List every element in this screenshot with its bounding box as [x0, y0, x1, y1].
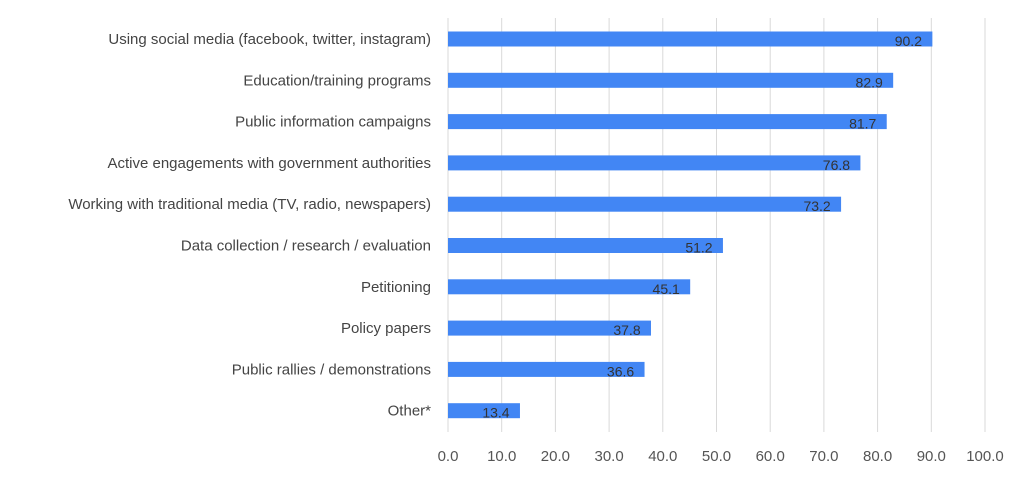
category-label: Petitioning: [361, 279, 431, 296]
data-label: 36.6: [607, 363, 634, 379]
bar: [448, 31, 933, 47]
bars: [448, 31, 933, 419]
data-label: 90.2: [895, 33, 922, 49]
data-label: 81.7: [849, 116, 876, 132]
bar: [448, 238, 723, 253]
category-label: Active engagements with government autho…: [107, 155, 431, 172]
data-label: 45.1: [653, 281, 680, 297]
data-label: 76.8: [823, 157, 850, 173]
data-label: 13.4: [482, 405, 509, 421]
bar: [448, 72, 894, 88]
bar: [448, 403, 520, 419]
x-tick-label: 0.0: [438, 448, 459, 465]
category-label: Policy papers: [341, 320, 431, 337]
x-tick-label: 80.0: [863, 448, 892, 465]
category-label: Education/training programs: [243, 72, 431, 89]
data-label: 51.2: [685, 240, 712, 256]
data-label: 82.9: [856, 74, 883, 90]
bar: [448, 114, 887, 130]
bar: [448, 320, 651, 336]
x-tick-label: 60.0: [756, 448, 785, 465]
category-label: Other*: [388, 403, 432, 420]
x-tick-label: 100.0: [966, 448, 1004, 465]
x-tick-label: 30.0: [594, 448, 623, 465]
category-label: Using social media (facebook, twitter, i…: [108, 31, 431, 48]
x-tick-label: 20.0: [541, 448, 570, 465]
bar: [448, 196, 842, 212]
x-axis-ticks: 0.0 10.0 20.0 30.0 40.0 50.0 60.0 70.0 80.0 90.0 1…: [438, 448, 1004, 465]
bar: [448, 361, 645, 377]
x-tick-label: 50.0: [702, 448, 731, 465]
data-label: 37.8: [613, 322, 640, 338]
category-label: Data collection / research / evaluation: [181, 238, 431, 255]
category-label: Public rallies / demonstrations: [232, 361, 431, 378]
category-label: Public information campaigns: [235, 114, 431, 131]
x-tick-label: 90.0: [917, 448, 946, 465]
x-tick-label: 40.0: [648, 448, 677, 465]
category-labels: Using social media (facebook, twitter, i…: [68, 31, 431, 420]
bar: [448, 155, 861, 171]
data-label: 73.2: [803, 198, 830, 214]
x-tick-label: 70.0: [809, 448, 838, 465]
value-labels: 90.2 82.9 81.7 76.8 73.2 51.2 45.1 37.8 36.6 13.4: [482, 33, 922, 421]
bar: [448, 279, 691, 295]
x-tick-label: 10.0: [487, 448, 516, 465]
category-label: Working with traditional media (TV, radi…: [68, 196, 431, 213]
